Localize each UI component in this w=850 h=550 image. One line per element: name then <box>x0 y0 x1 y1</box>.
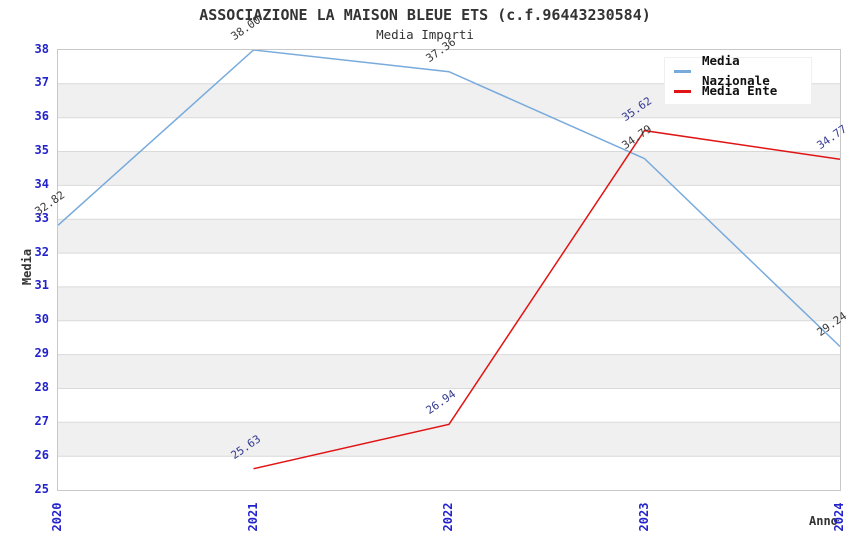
y-tick-label: 26 <box>34 447 49 462</box>
y-tick-label: 38 <box>34 41 49 56</box>
grid-band <box>58 185 840 220</box>
legend-label: Media Nazionale <box>702 53 770 88</box>
y-tick-label: 33 <box>34 210 49 225</box>
chart-title: ASSOCIAZIONE LA MAISON BLEUE ETS (c.f.96… <box>199 6 651 24</box>
x-tick-label: 2020 <box>50 502 64 532</box>
grid-band <box>58 354 840 389</box>
x-axis-label: Anno <box>809 514 838 528</box>
y-tick-label: 36 <box>34 109 49 124</box>
y-tick-label: 32 <box>34 244 49 259</box>
plot-area <box>57 49 841 491</box>
grid-band <box>58 219 840 253</box>
grid-band <box>58 253 840 287</box>
legend: Media Nazionale Media Ente <box>664 53 812 105</box>
grid-band <box>58 456 840 490</box>
legend-line-swatch-red <box>674 89 691 93</box>
y-tick-label: 34 <box>34 176 49 191</box>
grid-band <box>58 320 840 355</box>
y-tick-label: 30 <box>34 312 49 327</box>
y-tick-label: 37 <box>34 75 49 90</box>
y-tick-label: 25 <box>34 481 49 496</box>
legend-item-media-nazionale: Media Nazionale <box>665 53 811 88</box>
x-tick-label: 2024 <box>832 502 846 532</box>
plot-canvas <box>58 50 840 490</box>
y-tick-label: 35 <box>34 143 49 158</box>
y-tick-label: 28 <box>34 379 49 394</box>
series-line-media-nazionale <box>58 50 840 348</box>
grid-band <box>58 388 840 423</box>
legend-label: Media Ente <box>702 83 778 98</box>
grid-band <box>58 151 840 186</box>
x-tick-label: 2021 <box>245 502 260 532</box>
legend-line-swatch-blue <box>674 69 691 73</box>
legend-item-media-ente: Media Ente <box>665 81 811 101</box>
grid-band <box>58 286 840 321</box>
series-line-media-ente <box>253 129 840 470</box>
x-tick-label: 2022 <box>441 502 455 532</box>
y-tick-label: 31 <box>34 278 49 293</box>
y-tick-label: 27 <box>34 413 49 428</box>
grid-band <box>58 422 840 457</box>
chart-subtitle: Media Importi <box>376 27 474 42</box>
x-tick-label: 2023 <box>636 502 651 532</box>
y-tick-label: 29 <box>34 346 49 361</box>
grid-band <box>58 117 840 152</box>
